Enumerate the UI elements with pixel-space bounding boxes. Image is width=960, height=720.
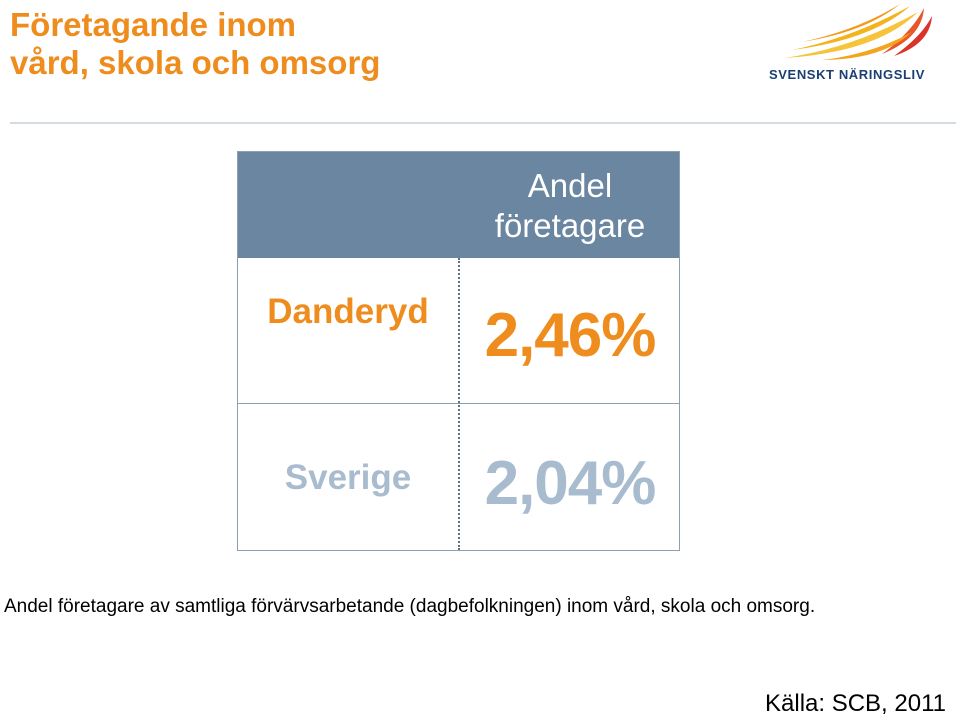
header-line-1: Andel xyxy=(527,167,613,204)
header-line-2: företagare xyxy=(494,207,646,244)
row-value-danderyd: 2,46% xyxy=(484,301,657,370)
column-divider xyxy=(458,258,460,550)
comparison-table: Andel företagare Danderyd 2,46% Sverige … xyxy=(237,151,680,551)
title-line-2: vård, skola och omsorg xyxy=(10,44,381,81)
table-caption: Andel företagare av samtliga förvärvsarb… xyxy=(4,596,816,617)
svenskt-naringsliv-logo-icon xyxy=(784,4,932,60)
table-header: Andel företagare xyxy=(238,152,679,258)
table-header-label: Andel företagare xyxy=(460,166,680,246)
source-note: Källa: SCB, 2011 xyxy=(765,690,946,717)
slide-title: Företagande inom vård, skola och omsorg xyxy=(10,6,380,82)
logo-wordmark: SVENSKT NÄRINGSLIV xyxy=(769,67,925,82)
row-value-sverige: 2,04% xyxy=(484,449,657,518)
header-divider xyxy=(10,122,956,124)
title-line-1: Företagande inom xyxy=(10,6,297,43)
row-label-danderyd: Danderyd xyxy=(267,292,429,331)
row-label-sverige: Sverige xyxy=(284,458,412,497)
